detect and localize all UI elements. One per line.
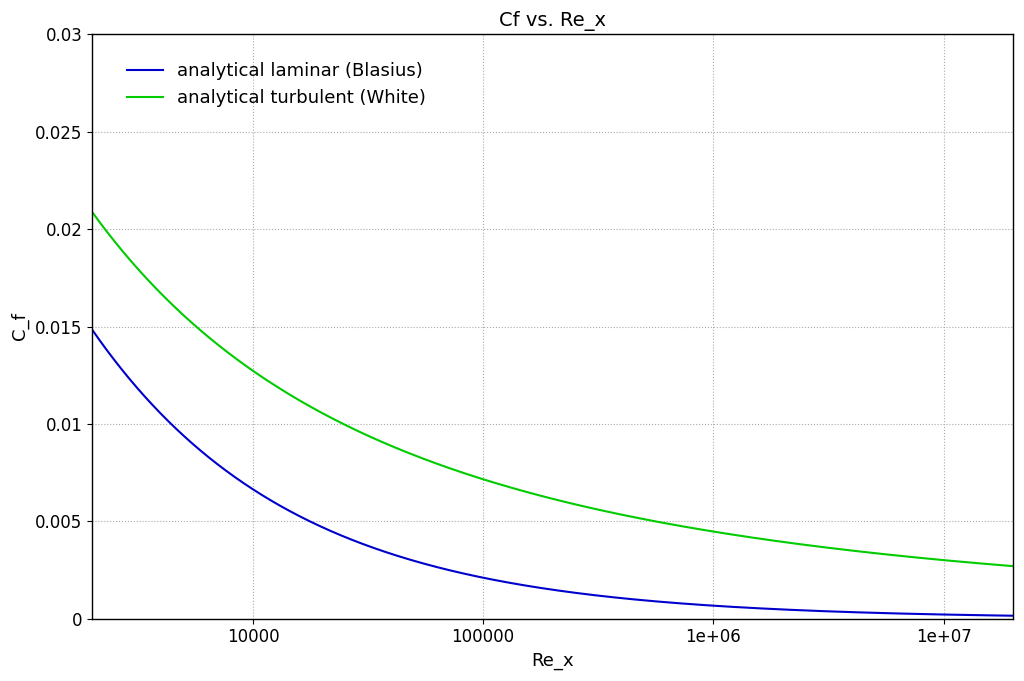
analytical turbulent (White) — [534, 492, 546, 500]
analytical turbulent (White) — [980, 560, 992, 568]
Line: analytical laminar (Blasius): analytical laminar (Blasius) — [92, 330, 1013, 616]
analytical laminar (Blasius) — [980, 612, 992, 620]
analytical laminar (Blasius) — [811, 607, 823, 615]
analytical laminar (Blasius) — [1007, 612, 1019, 620]
Y-axis label: C_f: C_f — [11, 313, 30, 340]
Title: Cf vs. Re_x: Cf vs. Re_x — [499, 11, 606, 31]
analytical turbulent (White) — [509, 485, 521, 493]
analytical laminar (Blasius) — [509, 580, 521, 588]
analytical turbulent (White) — [133, 266, 145, 274]
Legend: analytical laminar (Blasius), analytical turbulent (White): analytical laminar (Blasius), analytical… — [120, 55, 433, 114]
X-axis label: Re_x: Re_x — [531, 652, 573, 670]
analytical laminar (Blasius) — [534, 584, 546, 592]
analytical turbulent (White) — [811, 542, 823, 550]
analytical turbulent (White) — [86, 208, 98, 216]
analytical laminar (Blasius) — [133, 386, 145, 394]
Line: analytical turbulent (White): analytical turbulent (White) — [92, 212, 1013, 566]
analytical laminar (Blasius) — [86, 326, 98, 334]
analytical laminar (Blasius) — [980, 612, 992, 620]
analytical turbulent (White) — [1007, 562, 1019, 570]
analytical turbulent (White) — [980, 560, 992, 568]
